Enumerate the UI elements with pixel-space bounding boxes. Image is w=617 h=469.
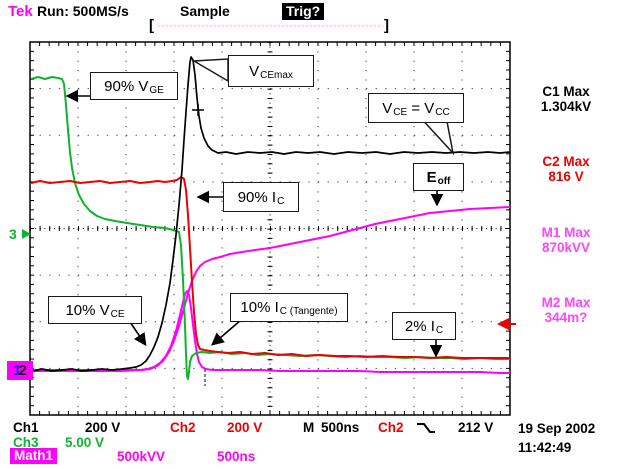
record-window-bracket-left: [ xyxy=(149,17,154,34)
math1-badge: Math1 xyxy=(10,448,58,464)
trace-ch2-ic xyxy=(30,176,510,359)
ch1-scale: 200 V xyxy=(85,420,121,435)
trigger-status-badge: Trig? xyxy=(282,3,325,20)
math1-timebase: 500ns xyxy=(217,449,256,464)
trigger-level-arrow xyxy=(497,317,516,331)
annotation-text: 2% I xyxy=(404,317,435,335)
annotation-text: 90% I xyxy=(237,188,277,206)
annotation-text: E xyxy=(426,168,437,186)
ch1-label: Ch1 xyxy=(13,420,39,435)
run-status: Run: 500MS/s xyxy=(37,3,129,19)
measurement-m1-max: M1 Max 870kVV xyxy=(520,225,612,255)
annotation-arrow xyxy=(211,319,242,346)
annotation-text: C xyxy=(435,324,444,336)
annotation-text: CEmax xyxy=(260,69,293,81)
annotation-text: C (Tangente) xyxy=(279,306,338,317)
record-window-bracket-right: ] xyxy=(384,17,389,34)
time-stamp: 11:42:49 xyxy=(518,440,572,455)
date-stamp: 19 Sep 2002 xyxy=(518,421,596,436)
callout-tail-vcemax xyxy=(191,58,229,83)
cursor-cross xyxy=(192,104,204,116)
measurement-label: M1 Max xyxy=(541,225,591,240)
timebase-scale: 500ns xyxy=(321,420,360,435)
annotation-vce-equals-vcc: V CE = V CC xyxy=(368,93,464,123)
annotation-text: CC xyxy=(435,106,450,118)
acquisition-mode: Sample xyxy=(180,3,230,19)
annotation-text: V xyxy=(382,99,393,117)
measurement-m2-max: M2 Max 344m? xyxy=(520,295,612,325)
annotation-text: CE xyxy=(110,308,125,320)
measurement-value: 870kVV xyxy=(541,240,591,255)
falling-edge-trigger-icon xyxy=(417,423,435,433)
annotation-text: V xyxy=(249,62,260,80)
measurement-c2-max: C2 Max 816 V xyxy=(520,154,612,184)
math1-scale: 500kVV xyxy=(117,449,166,464)
annotation-text: GE xyxy=(149,84,164,96)
measurement-label: M2 Max xyxy=(541,295,591,310)
measurement-label: C1 Max xyxy=(542,84,590,99)
annotation-text: off xyxy=(437,175,451,187)
measurement-value: 816 V xyxy=(548,169,584,184)
trigger-level-value: 212 V xyxy=(458,420,494,435)
ch2-scale: 200 V xyxy=(227,420,263,435)
annotation-vce-max: V CEmax xyxy=(228,55,314,87)
ch3-marker-arrow-icon xyxy=(22,229,31,239)
trigger-source-label: Ch2 xyxy=(378,420,404,435)
ch1-marker: 1 xyxy=(13,362,22,379)
measurement-c1-max: C1 Max 1.304kV xyxy=(520,84,612,114)
annotation-10pct-vce: 10% V CE xyxy=(48,296,142,324)
annotation-text: 10% V xyxy=(65,301,110,319)
trace-m2-power xyxy=(33,290,510,374)
ch3-ground-marker: 3 xyxy=(9,226,17,242)
annotation-90pct-vge: 90% V GE xyxy=(90,72,178,100)
annotation-text: C xyxy=(277,195,285,207)
annotation-arrow xyxy=(129,321,147,347)
annotation-text: = V xyxy=(407,99,435,117)
annotation-text: 90% V xyxy=(104,77,149,95)
measurement-label: C2 Max xyxy=(542,154,590,169)
ch2-label: Ch2 xyxy=(170,420,196,435)
ch2-marker: 2 xyxy=(18,362,27,379)
callout-tail-vcevcc xyxy=(422,120,455,156)
annotation-text: 10% I xyxy=(240,299,279,316)
ch1-ch2-math-ground-markers: 1 2 xyxy=(7,361,33,380)
tek-logo: Tek xyxy=(8,3,33,20)
trace-ch1-vce xyxy=(32,56,511,372)
timebase-label: M xyxy=(303,420,315,435)
ch3-scale: 5.00 V xyxy=(65,435,105,450)
measurement-value: 1.304kV xyxy=(540,99,592,114)
ch3-label: Ch3 xyxy=(13,435,39,450)
trace-m1-energy xyxy=(33,206,511,372)
annotation-text: CE xyxy=(393,106,408,118)
measurement-value: 344m? xyxy=(544,310,588,325)
